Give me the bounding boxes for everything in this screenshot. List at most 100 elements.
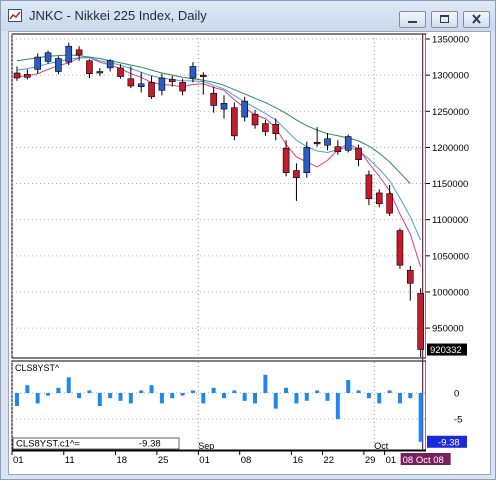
candle-body: [324, 138, 331, 146]
candle-body: [334, 146, 342, 153]
candle-body: [65, 45, 73, 63]
chart-app-icon: [8, 9, 22, 22]
candle-body: [117, 67, 124, 77]
candle-body: [313, 142, 321, 145]
candle-body: [417, 293, 424, 350]
title-bar[interactable]: JNKC - Nikkei 225 Index, Daily: [1, 1, 495, 31]
indicator-bar: [66, 377, 71, 393]
indicator-bar: [273, 393, 278, 409]
candle-body: [365, 174, 373, 200]
indicator-bar: [263, 374, 268, 393]
indicator-bar: [284, 387, 289, 393]
price-chart[interactable]: 1350000 1300000 1250000 1200000 1150000 11000…: [9, 32, 490, 474]
month-label: Sep: [198, 441, 214, 451]
indicator-bar: [190, 390, 195, 393]
x-tick-label: 08: [241, 455, 252, 466]
candle-body: [241, 100, 248, 118]
candle-body: [293, 170, 300, 179]
candle-body: [179, 82, 186, 92]
indicator-readout-label: CLS8YST.c1^=: [16, 439, 80, 450]
indicator-bar: [304, 393, 309, 401]
moving-average-line-ma-slow: [16, 54, 411, 184]
indicator-bar: [56, 387, 61, 393]
x-tick-label: 11: [65, 455, 75, 466]
indicator-bar: [35, 393, 40, 404]
candle-body: [148, 82, 155, 98]
indicator-bar: [46, 393, 51, 396]
x-tick-label: 22: [324, 455, 335, 466]
last-price-tag: [427, 343, 467, 356]
price-axis-area: [426, 34, 488, 470]
candle-body: [272, 123, 280, 134]
candle-body: [406, 269, 414, 284]
indicator-bar: [25, 385, 30, 393]
candle-body: [375, 192, 383, 205]
candle-body: [96, 71, 104, 74]
chart-client-area[interactable]: 1350000 1300000 1250000 1200000 1150000 11000…: [8, 31, 491, 475]
candle-body: [34, 56, 42, 70]
candle-body: [344, 136, 352, 151]
candle-body: [396, 230, 404, 266]
indicator-bar: [315, 390, 320, 393]
indicator-bar: [232, 390, 237, 393]
candle-body: [127, 78, 135, 87]
indicator-readout-box: [12, 437, 180, 450]
indicator-bar: [149, 385, 154, 393]
indicator-title: CLS8YST^: [15, 363, 60, 373]
indicator-bar: [139, 390, 144, 393]
close-button[interactable]: [463, 11, 490, 28]
candle-body: [210, 92, 217, 106]
indicator-bar: [335, 393, 340, 419]
indicator-y-tick-label: 0: [454, 389, 459, 400]
y-tick-label: 1150000: [432, 179, 468, 190]
y-tick-label: 1200000: [432, 143, 469, 154]
indicator-bar: [242, 393, 247, 401]
indicator-bar: [408, 393, 413, 399]
maximize-button[interactable]: [431, 11, 458, 28]
candle-body: [189, 66, 197, 79]
main-panel-frame: [11, 33, 427, 359]
month-label: Oct: [374, 441, 389, 451]
minimize-button[interactable]: [399, 11, 426, 28]
candle-body: [168, 79, 176, 82]
moving-average-line-ma-mid: [16, 57, 422, 241]
indicator-bar: [253, 393, 258, 404]
candle-body: [386, 193, 393, 214]
close-icon: [472, 14, 481, 24]
minimize-icon: [408, 21, 417, 23]
candle-body: [24, 74, 31, 78]
candle-body: [13, 72, 21, 79]
indicator-bar: [222, 393, 226, 399]
window-title: JNKC - Nikkei 225 Index, Daily: [29, 8, 207, 23]
x-tick-label: 18: [117, 455, 128, 466]
indicator-bar: [366, 393, 371, 399]
current-date-tag: [400, 453, 451, 465]
indicator-bar: [325, 393, 330, 401]
indicator-bar: [15, 393, 19, 406]
indicator-bar: [118, 393, 123, 401]
x-tick-label: 01: [199, 455, 210, 466]
candle-body: [200, 74, 207, 77]
x-tick-label: 25: [158, 455, 169, 466]
y-tick-label: 1100000: [432, 215, 468, 226]
candle-body: [355, 147, 362, 160]
candle-body: [158, 77, 166, 91]
x-tick-label: 16: [292, 455, 303, 466]
candle-body: [44, 52, 52, 62]
candle-body: [303, 147, 311, 174]
candle-body: [75, 49, 83, 56]
indicator-bar: [128, 393, 133, 404]
x-tick-label: 29: [365, 455, 376, 466]
indicator-bar: [97, 393, 102, 406]
candle-body: [220, 103, 228, 110]
indicator-y-tick-label: -5: [454, 415, 462, 426]
candle-body: [106, 60, 114, 69]
indicator-bar: [346, 380, 351, 393]
indicator-readout-value: -9.38: [139, 439, 161, 450]
indicator-last-value-tag: [427, 435, 467, 448]
indicator-bar: [201, 393, 206, 404]
indicator-bar: [387, 390, 392, 393]
indicator-bar: [87, 390, 92, 393]
maximize-icon: [440, 15, 449, 23]
